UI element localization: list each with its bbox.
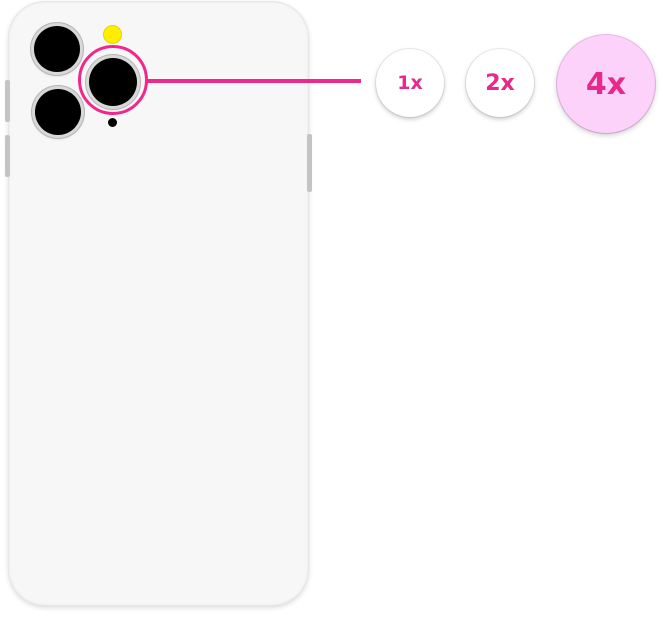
ultra-wide-camera-lens <box>35 89 81 135</box>
microphone-dot <box>108 118 117 127</box>
zoom-1x-button[interactable]: 1x <box>376 49 444 117</box>
side-power-button <box>307 134 312 192</box>
volume-down-button <box>5 135 10 177</box>
volume-up-button <box>5 80 10 122</box>
flash-icon <box>104 26 121 43</box>
lens-highlight-ring <box>78 45 148 115</box>
zoom-2x-button[interactable]: 2x <box>466 49 534 117</box>
wide-camera-lens <box>34 26 80 72</box>
connector-line <box>145 79 361 83</box>
zoom-4x-button[interactable]: 4x <box>557 35 655 133</box>
